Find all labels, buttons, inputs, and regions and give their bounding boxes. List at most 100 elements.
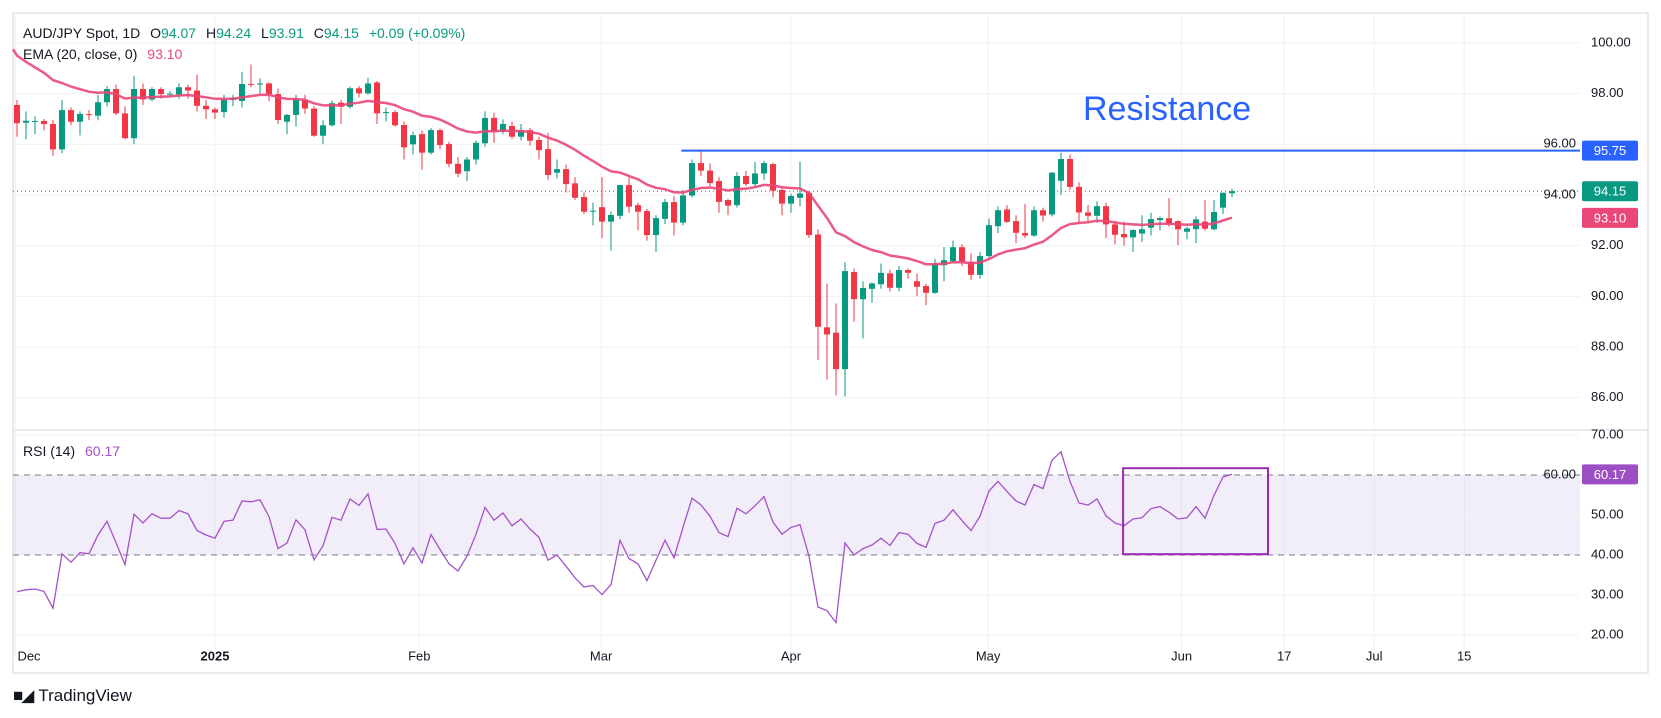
candle-body <box>779 189 785 204</box>
chart-frame <box>12 12 1649 674</box>
candle-body <box>887 273 893 288</box>
candle-body <box>1139 229 1145 234</box>
ema-label[interactable]: EMA (20, close, 0) <box>23 46 138 62</box>
change-value: +0.09 (+0.09%) <box>368 25 466 41</box>
candle-body <box>1094 206 1100 216</box>
candle-body <box>1022 233 1028 236</box>
candle-body <box>401 125 407 148</box>
candle-body <box>1067 159 1073 187</box>
price-axis-label: 100.00 <box>1591 34 1631 49</box>
candle-body <box>1049 172 1055 215</box>
rsi-highlight-box[interactable] <box>1122 467 1269 556</box>
candle-body <box>347 88 353 107</box>
candle-body <box>653 218 659 236</box>
tradingview-logo[interactable]: ■◢ TradingView <box>13 686 132 706</box>
candle-body <box>203 105 209 110</box>
candle-body <box>392 112 398 126</box>
tradingview-logo-text: TradingView <box>38 686 132 705</box>
candle-body <box>977 256 983 275</box>
time-axis-label: Dec <box>17 648 41 663</box>
rsi-label[interactable]: RSI (14) <box>23 443 76 459</box>
price-axis-label: 96.00 <box>1543 136 1576 151</box>
candle-body <box>797 193 803 198</box>
candle-body <box>527 130 533 141</box>
time-axis-label: Jul <box>1366 648 1383 663</box>
candle-body <box>1076 186 1082 213</box>
candle-body <box>608 215 614 222</box>
rsi-legend: RSI (14) 60.17 <box>23 442 126 460</box>
candle-body <box>320 125 326 136</box>
candle-body <box>770 164 776 191</box>
candle-body <box>932 263 938 293</box>
candle-body <box>14 105 20 124</box>
candle-body <box>302 99 308 109</box>
ema-value: 93.10 <box>147 46 183 62</box>
candle-body <box>1040 210 1046 216</box>
time-axis-label: Mar <box>590 648 613 663</box>
candle-body <box>806 192 812 236</box>
close-label: C <box>313 25 324 41</box>
candle-body <box>32 120 38 122</box>
candle-body <box>995 210 1001 227</box>
candle-body <box>248 83 254 85</box>
candle-body <box>221 99 227 113</box>
candle-body <box>158 89 164 95</box>
rsi-line <box>16 450 1233 625</box>
candle-body <box>1013 221 1019 233</box>
rsi-axis-label: 20.00 <box>1591 626 1624 641</box>
rsi-axis-label: 70.00 <box>1591 426 1624 441</box>
candle-body <box>257 83 263 85</box>
candle-body <box>626 185 632 207</box>
candle-body <box>500 124 506 132</box>
price-axis-label: 86.00 <box>1591 389 1624 404</box>
candle-body <box>1229 191 1235 194</box>
resistance-price-badge-text: 95.75 <box>1594 143 1627 158</box>
low-label: L <box>261 25 269 41</box>
candle-body <box>239 83 245 101</box>
candle-body <box>545 149 551 175</box>
candle-body <box>914 281 920 287</box>
candle-body <box>1130 229 1136 238</box>
last-price-badge-text: 94.15 <box>1594 184 1627 199</box>
rsi-value-badge-text: 60.17 <box>1594 467 1627 482</box>
ema-price-badge <box>1582 207 1638 228</box>
candle-body <box>1157 218 1163 221</box>
candle-body <box>572 183 578 198</box>
candle-body <box>518 130 524 137</box>
time-axis-label: 2025 <box>201 648 230 663</box>
candle-body <box>356 88 362 94</box>
candle-body <box>644 210 650 236</box>
candle-body <box>986 225 992 257</box>
candle-body <box>734 175 740 206</box>
candle-body <box>968 261 974 275</box>
candle-body <box>473 142 479 160</box>
candle-body <box>1004 209 1010 222</box>
ema-legend: EMA (20, close, 0) 93.10 <box>23 45 188 63</box>
last-price-badge <box>1582 181 1638 202</box>
candle-body <box>104 89 110 103</box>
candle-body <box>1103 206 1109 225</box>
candle-body <box>581 197 587 212</box>
candle-body <box>23 120 29 123</box>
high-label: H <box>205 25 217 41</box>
candle-body <box>698 163 704 171</box>
candle-body <box>1031 210 1037 236</box>
candle-body <box>185 87 191 91</box>
time-axis-label: May <box>976 648 1001 663</box>
time-axis-label: 17 <box>1277 648 1291 663</box>
time-axis-label: 15 <box>1457 648 1471 663</box>
price-axis-label: 92.00 <box>1591 237 1624 252</box>
candle-body <box>707 170 713 184</box>
time-axis-label: Apr <box>781 648 802 663</box>
symbol-title[interactable]: AUD/JPY Spot, 1D <box>23 25 141 41</box>
candle-body <box>311 108 317 136</box>
candle-body <box>77 113 83 122</box>
resistance-label: Resistance <box>1083 90 1251 128</box>
candle-body <box>293 99 299 115</box>
candle-body <box>752 173 758 185</box>
candle-body <box>1166 218 1172 224</box>
candle-body <box>824 327 830 335</box>
candle-body <box>959 247 965 262</box>
ema-line <box>11 48 1233 266</box>
